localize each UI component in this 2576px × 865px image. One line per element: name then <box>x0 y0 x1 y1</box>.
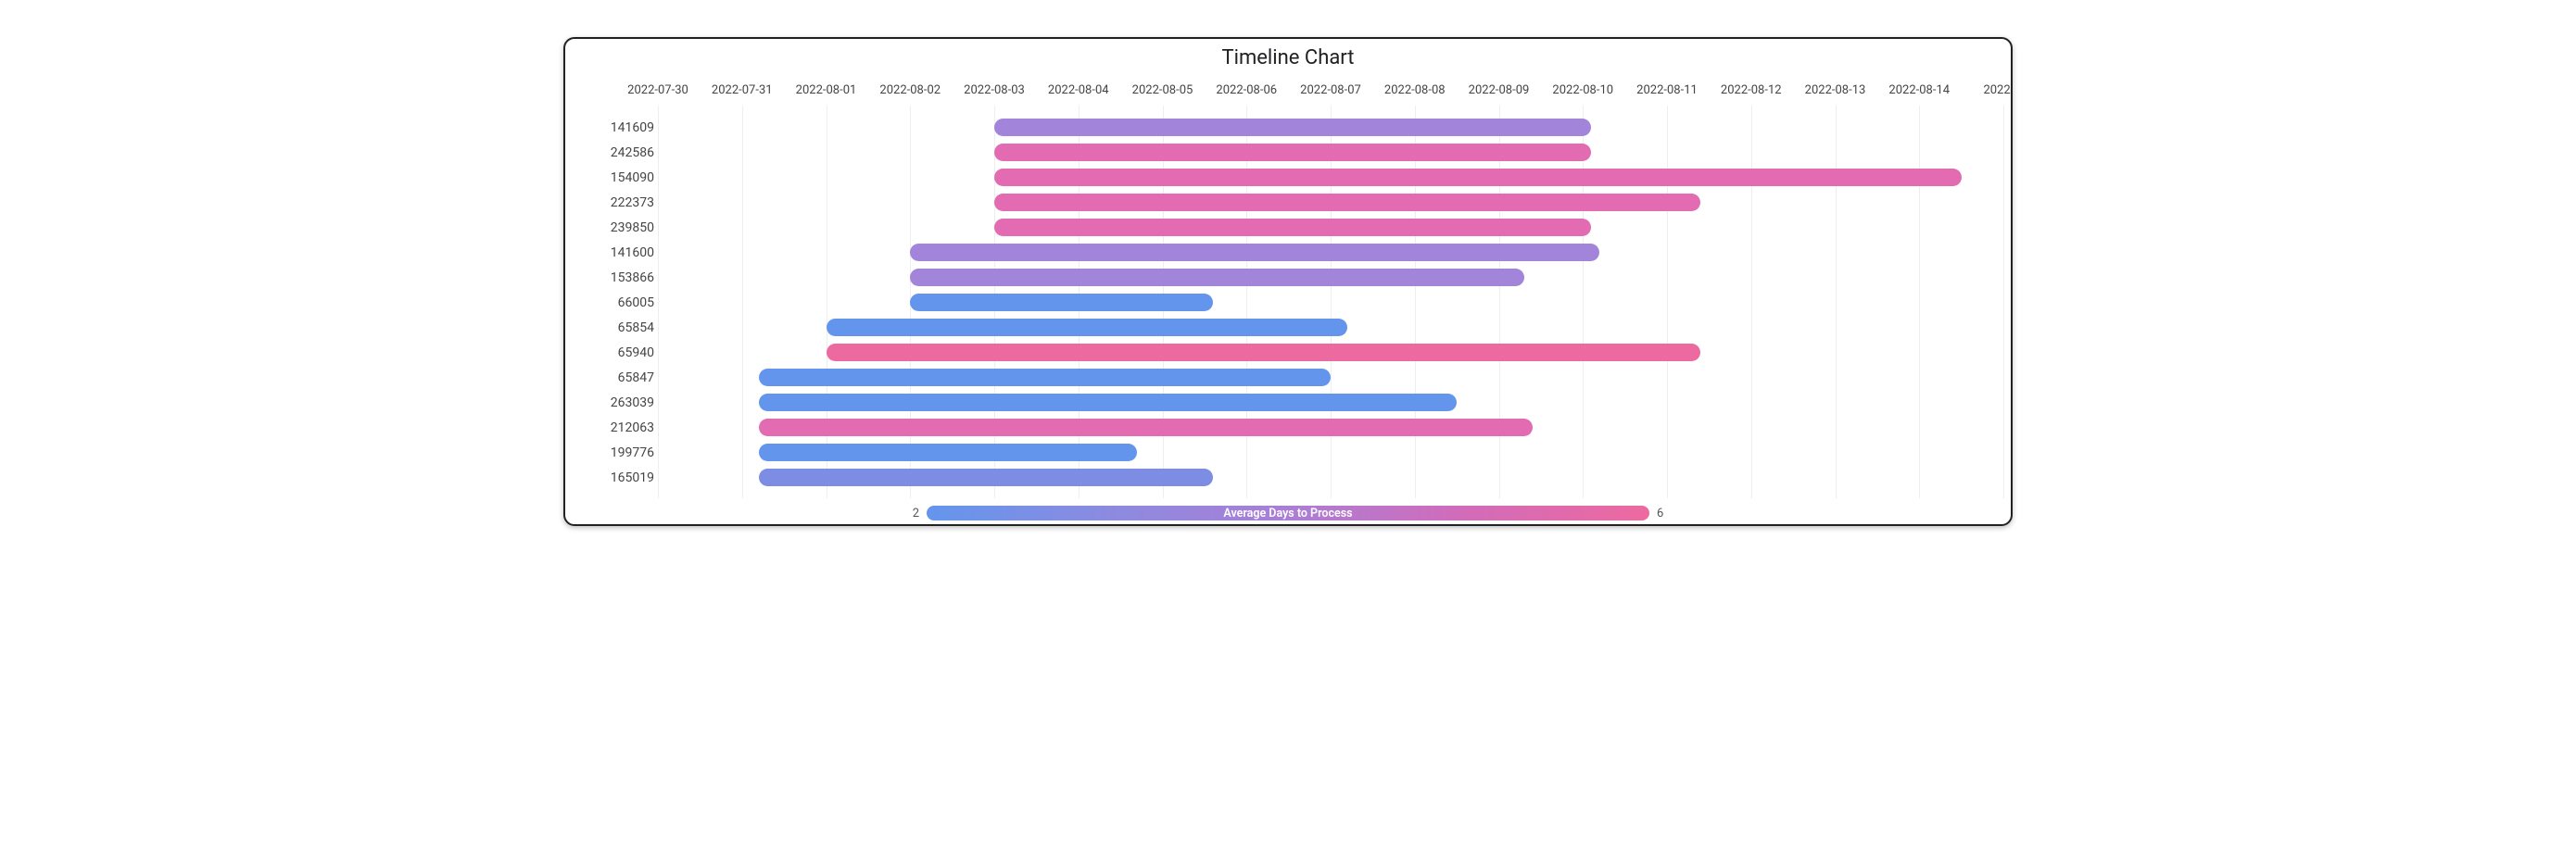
y-axis-row-label: 263039 <box>576 395 654 410</box>
y-axis-row-label: 65940 <box>576 345 654 360</box>
gridline <box>1919 106 1920 498</box>
x-axis-tick-label: 2022-08-09 <box>1469 83 1530 97</box>
plot-area: 2022-07-30 2022-07-31 2022-08-01 2022-08-02… <box>565 83 2011 498</box>
timeline-bar[interactable] <box>994 144 1591 161</box>
y-axis-row-label: 154090 <box>576 170 654 185</box>
timeline-bar[interactable] <box>759 419 1533 436</box>
y-axis-row-label: 199776 <box>576 445 654 460</box>
gridline <box>2003 106 2004 498</box>
y-axis-row-label: 153866 <box>576 270 654 285</box>
y-axis-row-label: 141600 <box>576 245 654 260</box>
x-axis-tick-label: 2022-08-12 <box>1721 83 1782 97</box>
gridline <box>1583 106 1584 498</box>
gridline <box>658 106 659 498</box>
x-axis-tick-label: 2022-07-31 <box>712 83 773 97</box>
y-axis-row-label: 141609 <box>576 120 654 135</box>
timeline-bar[interactable] <box>910 294 1213 311</box>
x-axis-tick-label: 2022-08-06 <box>1216 83 1277 97</box>
y-axis-row-label: 165019 <box>576 470 654 485</box>
x-axis-tick-label: 2022-08-14 <box>1888 83 1950 97</box>
y-axis-row-label: 222373 <box>576 195 654 210</box>
y-axis-row-label: 65847 <box>576 370 654 385</box>
timeline-bar[interactable] <box>759 444 1137 461</box>
y-axis-row-label: 66005 <box>576 295 654 310</box>
gridline <box>1331 106 1332 498</box>
timeline-bar[interactable] <box>827 319 1348 336</box>
chart-title: Timeline Chart <box>565 46 2011 69</box>
y-axis-row-label: 239850 <box>576 220 654 235</box>
legend-metric-label: Average Days to Process <box>927 506 1649 520</box>
timeline-chart-card: Timeline Chart 2022-07-302022-07-312022-… <box>563 37 2013 526</box>
x-axis-tick-label: 2022-08-04 <box>1048 83 1109 97</box>
x-axis-tick-label: 2022-08-10 <box>1552 83 1613 97</box>
x-axis-tick-label: 2022-08-07 <box>1300 83 1361 97</box>
timeline-bar[interactable] <box>994 219 1591 236</box>
y-axis-row-label: 242586 <box>576 145 654 160</box>
timeline-bar[interactable] <box>994 169 1962 186</box>
timeline-bar[interactable] <box>994 194 1700 211</box>
gridline <box>1499 106 1500 498</box>
x-axis-tick-label: 2022-08-08 <box>1384 83 1446 97</box>
gridline <box>742 106 743 498</box>
gridline <box>1751 106 1752 498</box>
timeline-bar[interactable] <box>994 119 1591 136</box>
x-axis-tick-label: 2022-08-13 <box>1805 83 1866 97</box>
timeline-bar[interactable] <box>759 469 1213 486</box>
timeline-bar[interactable] <box>759 394 1457 411</box>
x-axis-tick-label: 2022-08-05 <box>1132 83 1193 97</box>
x-axis-tick-label: 2022-08-01 <box>796 83 857 97</box>
timeline-bar[interactable] <box>759 369 1331 386</box>
x-axis-tick-label: 2022-08-03 <box>964 83 1025 97</box>
color-legend: 2 Average Days to Process 6 <box>565 506 2011 520</box>
gridline <box>1836 106 1837 498</box>
y-axis-row-label: 212063 <box>576 420 654 435</box>
x-axis-tick-label: 2022-08-02 <box>879 83 941 97</box>
legend-min-value: 2 <box>913 507 919 520</box>
x-axis-tick-label: 2022-08-11 <box>1636 83 1698 97</box>
timeline-bar[interactable] <box>827 344 1701 361</box>
legend-max-value: 6 <box>1657 507 1663 520</box>
timeline-bar[interactable] <box>910 244 1599 261</box>
gridline <box>1667 106 1668 498</box>
legend-gradient-bar: Average Days to Process <box>927 506 1649 520</box>
y-axis-row-label: 65854 <box>576 320 654 335</box>
gridline <box>1246 106 1247 498</box>
gridline <box>1415 106 1416 498</box>
x-axis-tick-label: 2022-... <box>1983 83 2013 97</box>
timeline-bar[interactable] <box>910 269 1523 286</box>
x-axis-tick-label: 2022-07-30 <box>627 83 688 97</box>
